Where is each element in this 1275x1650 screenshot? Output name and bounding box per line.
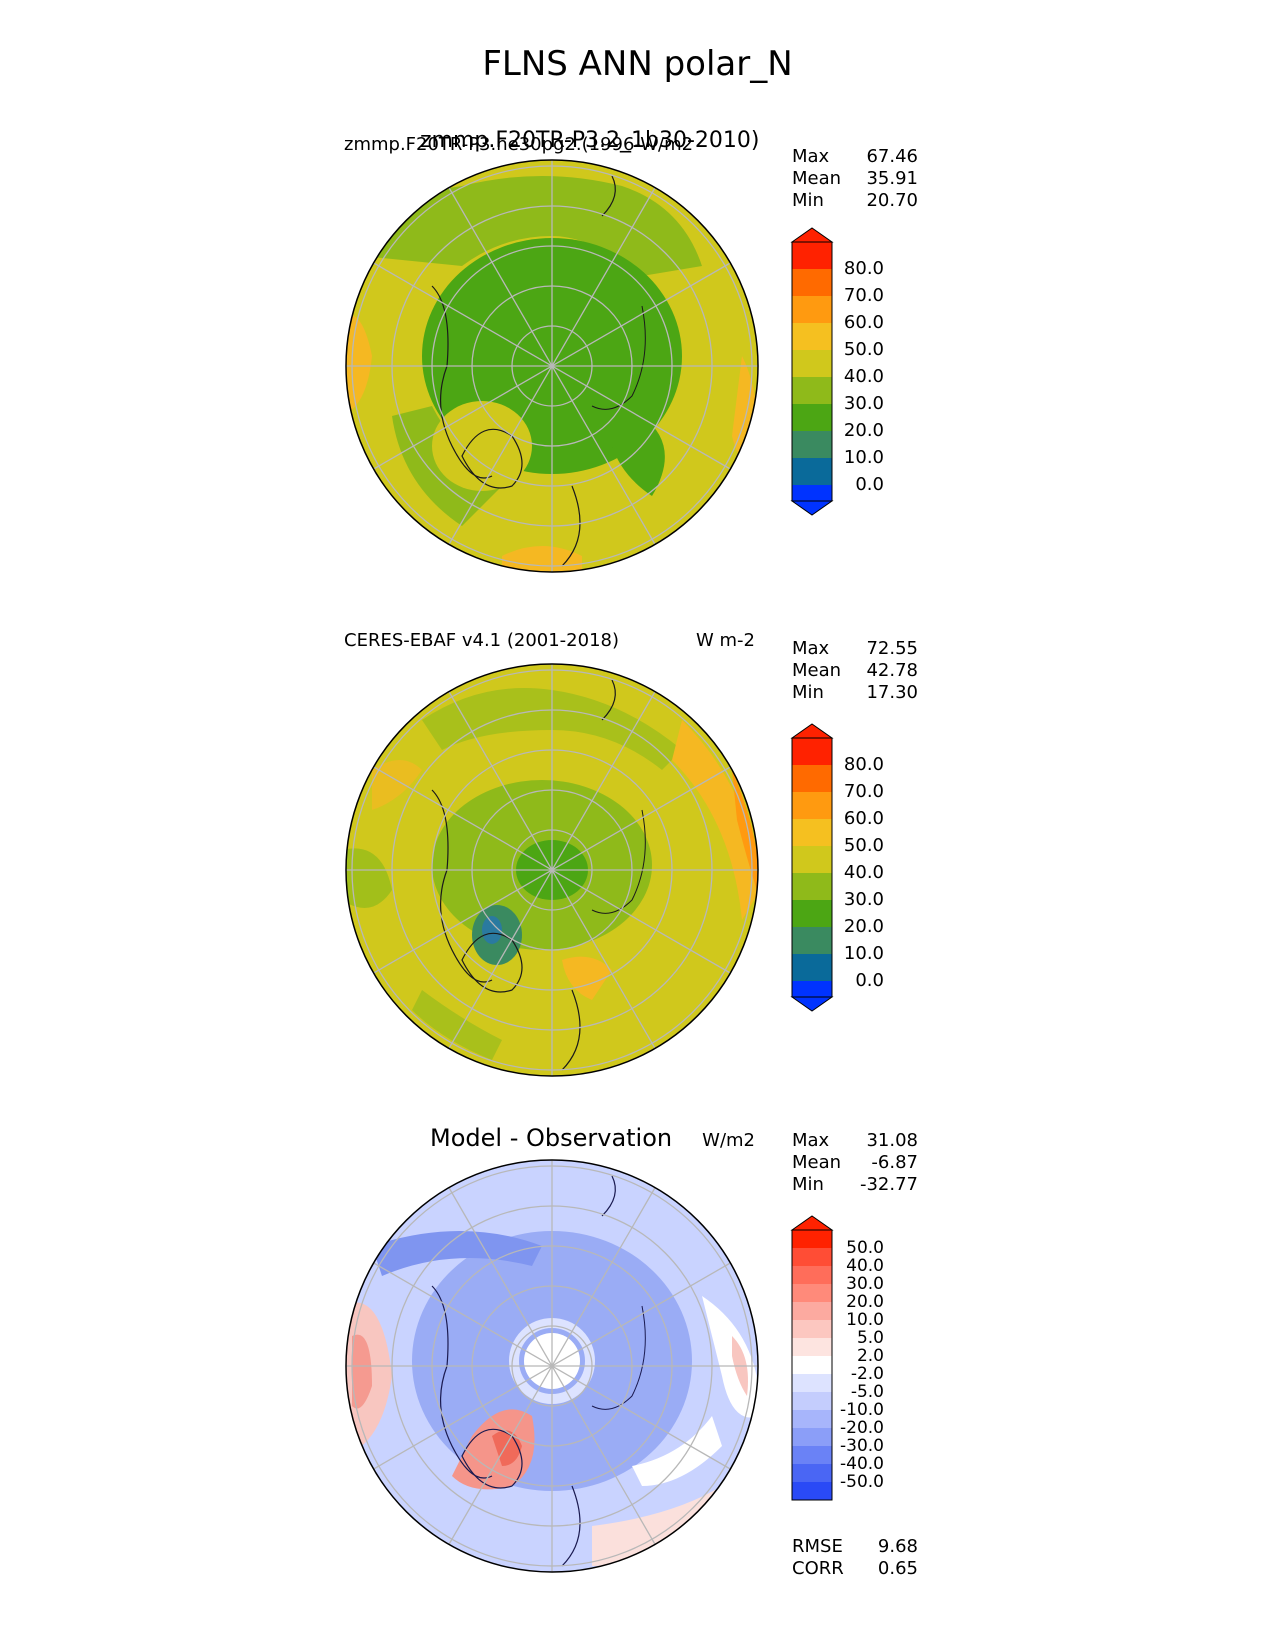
- obs-stats: Max 72.55 Mean 42.78 Min 17.30: [792, 638, 918, 704]
- corr-value: 0.65: [877, 1558, 918, 1579]
- max-value: 72.55: [866, 638, 918, 659]
- cbar-tick: 0.0: [855, 474, 884, 495]
- mean-value: 42.78: [866, 660, 918, 681]
- rmse-label: RMSE: [792, 1536, 843, 1557]
- diff-units: W/m2: [702, 1130, 755, 1151]
- model-caption-b: zmmp.F20TR-P3.2_1b30-2010): [420, 128, 760, 153]
- cbar-tick: 0.0: [855, 970, 884, 991]
- cbar-tick: 30.0: [846, 1274, 884, 1294]
- figure-title: FLNS ANN polar_N: [482, 44, 793, 84]
- mean-label: Mean: [792, 168, 842, 189]
- panel-difference: Model - Observation W/m2: [0, 1118, 1275, 1628]
- cbar-tick: 10.0: [846, 1310, 884, 1330]
- cbar-tick: -2.0: [851, 1364, 884, 1384]
- mean-label: Mean: [792, 1152, 842, 1173]
- cbar-tick: -20.0: [840, 1418, 884, 1438]
- cbar-tick: 20.0: [846, 1292, 884, 1312]
- max-label: Max: [792, 1130, 830, 1151]
- diff-colorbar: 50.0 40.0 30.0 20.0 10.0 5.0 2.0 -2.0 -5…: [790, 1215, 884, 1501]
- cbar-tick: 50.0: [844, 339, 884, 360]
- cbar-tick: 20.0: [844, 916, 884, 937]
- min-value: 20.70: [866, 190, 918, 211]
- cbar-tick: -50.0: [840, 1472, 884, 1492]
- diff-stats: Max 31.08 Mean -6.87 Min -32.77: [792, 1130, 918, 1196]
- max-label: Max: [792, 146, 830, 167]
- mean-label: Mean: [792, 660, 842, 681]
- diff-caption: Model - Observation: [430, 1124, 673, 1152]
- mean-value: 35.91: [866, 168, 918, 189]
- min-value: -32.77: [859, 1174, 918, 1195]
- panel-model: zmmp.F20TR-P3.ne30pg2.(1996-W/m2 zmmp.F2…: [0, 128, 1275, 620]
- mean-value: -6.87: [871, 1152, 918, 1173]
- cbar-tick: 50.0: [844, 835, 884, 856]
- difference-polar-map: [345, 1159, 759, 1573]
- cbar-tick: 30.0: [844, 889, 884, 910]
- cbar-tick: 10.0: [844, 943, 884, 964]
- cbar-tick: 2.0: [857, 1346, 884, 1366]
- cbar-tick: 50.0: [846, 1238, 884, 1258]
- max-value: 67.46: [866, 146, 918, 167]
- cbar-tick: 10.0: [844, 447, 884, 468]
- model-caption-a: zmmp.F20TR-P3.ne30pg2.(1996-W/m2: [344, 134, 694, 155]
- cbar-tick: -30.0: [840, 1436, 884, 1456]
- cbar-tick: -40.0: [840, 1454, 884, 1474]
- cbar-tick: 60.0: [844, 808, 884, 829]
- cbar-tick: 70.0: [844, 781, 884, 802]
- cbar-tick: 80.0: [844, 258, 884, 279]
- model-stats: Max 67.46 Mean 35.91 Min 20.70: [792, 146, 918, 212]
- cbar-tick: 5.0: [857, 1328, 884, 1348]
- model-polar-map: [345, 159, 759, 573]
- min-label: Min: [792, 190, 824, 211]
- obs-colorbar: 80.0 70.0 60.0 50.0 40.0 30.0 20.0 10.0 …: [790, 723, 884, 1012]
- cbar-tick: 40.0: [844, 862, 884, 883]
- obs-units: W m-2: [695, 630, 755, 651]
- cbar-tick: 40.0: [844, 366, 884, 387]
- obs-caption: CERES-EBAF v4.1 (2001-2018): [344, 630, 620, 651]
- min-label: Min: [792, 682, 824, 703]
- cbar-tick: -10.0: [840, 1400, 884, 1420]
- panel-observation: CERES-EBAF v4.1 (2001-2018) W m-2: [0, 626, 1275, 1116]
- rmse-value: 9.68: [877, 1536, 918, 1557]
- cbar-tick: -5.0: [851, 1382, 884, 1402]
- cbar-tick: 30.0: [844, 393, 884, 414]
- cbar-tick: 60.0: [844, 312, 884, 333]
- cbar-tick: 40.0: [846, 1256, 884, 1276]
- max-value: 31.08: [866, 1130, 918, 1151]
- cbar-tick: 80.0: [844, 754, 884, 775]
- max-label: Max: [792, 638, 830, 659]
- cbar-tick: 20.0: [844, 420, 884, 441]
- model-colorbar: 80.0 70.0 60.0 50.0 40.0 30.0 20.0 10.0 …: [790, 227, 884, 516]
- min-label: Min: [792, 1174, 824, 1195]
- min-value: 17.30: [866, 682, 918, 703]
- observation-polar-map: [345, 663, 759, 1077]
- cbar-tick: 70.0: [844, 285, 884, 306]
- diff-metrics: RMSE 9.68 CORR 0.65: [792, 1536, 918, 1580]
- corr-label: CORR: [792, 1558, 844, 1579]
